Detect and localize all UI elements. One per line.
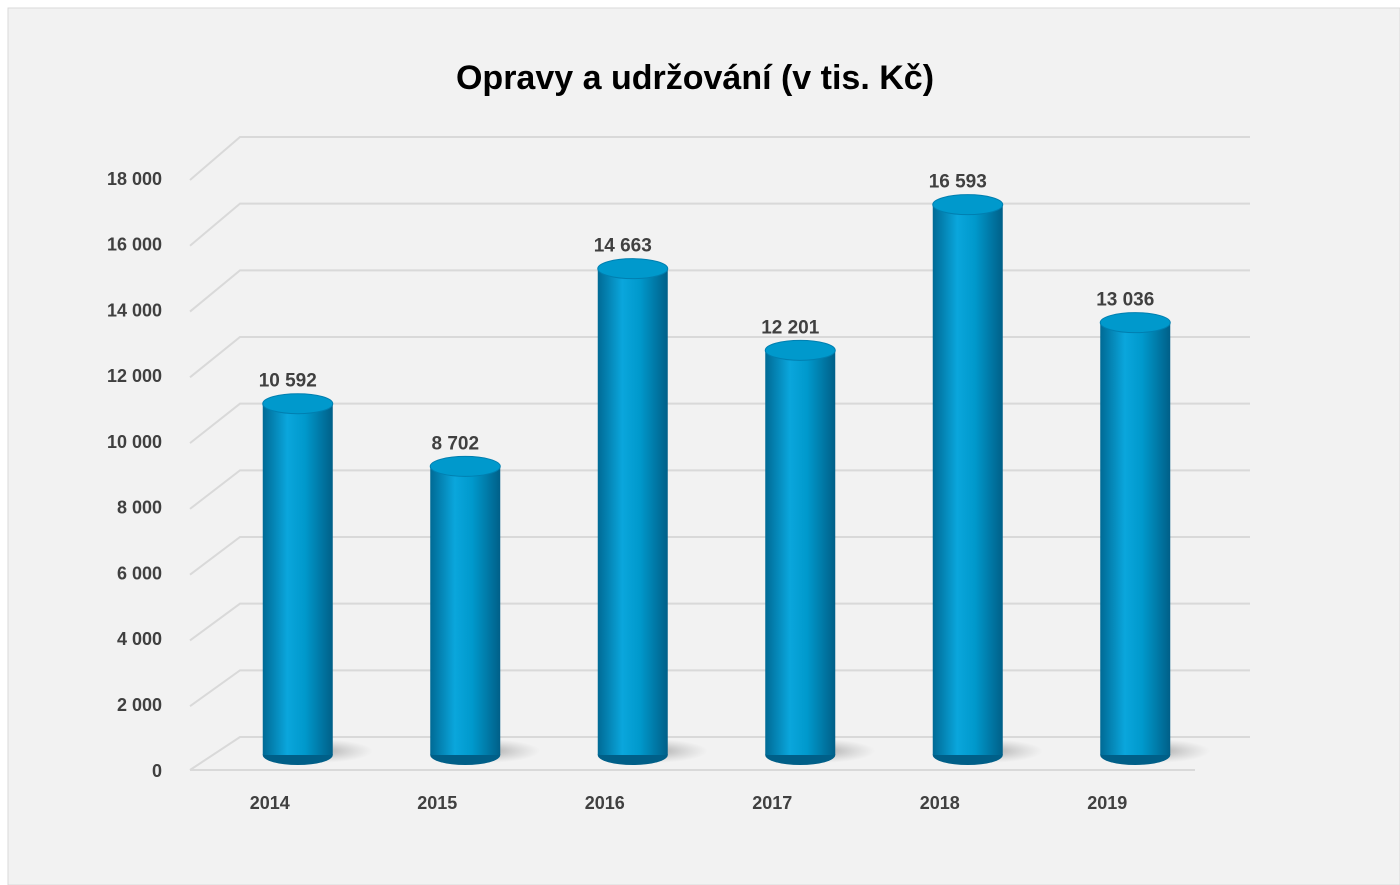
x-tick-label: 2017 [752, 793, 792, 813]
grid-line [189, 469, 1250, 510]
value-label: 14 663 [594, 236, 652, 257]
bar-top [1099, 312, 1171, 334]
value-label: 8 702 [431, 433, 479, 454]
bar [262, 403, 333, 755]
grid-line [189, 136, 1250, 181]
y-tick-label: 16 000 [107, 235, 162, 255]
x-tick-label: 2019 [1087, 793, 1127, 813]
bar-top [262, 393, 334, 415]
y-tick-label: 14 000 [107, 300, 162, 320]
value-label: 10 592 [259, 371, 317, 392]
y-tick-label: 12 000 [107, 366, 162, 386]
grid-line [189, 336, 1250, 379]
bar [932, 204, 1003, 755]
y-tick-label: 8 000 [117, 498, 162, 518]
bar [597, 268, 668, 755]
y-tick-label: 10 000 [107, 432, 162, 452]
chart-title: Opravy a udržování (v tis. Kč) [456, 59, 934, 97]
grid-line [189, 269, 1250, 313]
grid-line [189, 536, 1250, 576]
value-label: 16 593 [929, 172, 987, 193]
grid-line [189, 602, 1250, 642]
y-tick-label: 6 000 [117, 563, 162, 583]
bar [430, 466, 501, 755]
y-tick-label: 2 000 [117, 695, 162, 715]
y-tick-label: 4 000 [117, 629, 162, 649]
value-label: 13 036 [1096, 290, 1154, 311]
value-label: 12 201 [761, 317, 820, 338]
grid-line [189, 202, 1250, 247]
bar-top [764, 339, 836, 361]
grid-line [189, 736, 1250, 771]
x-tick-label: 2018 [920, 793, 960, 813]
y-tick-label: 0 [152, 761, 162, 781]
bar [765, 350, 836, 755]
bar [1100, 322, 1171, 755]
bar-top [597, 258, 669, 280]
grid-line [189, 402, 1250, 444]
y-tick-label: 18 000 [107, 169, 162, 189]
x-tick-label: 2015 [417, 793, 457, 813]
bar-top [429, 455, 501, 477]
bar-top [932, 194, 1004, 216]
x-tick-label: 2016 [585, 793, 625, 813]
grid-line [189, 669, 1250, 708]
x-tick-label: 2014 [250, 793, 290, 813]
